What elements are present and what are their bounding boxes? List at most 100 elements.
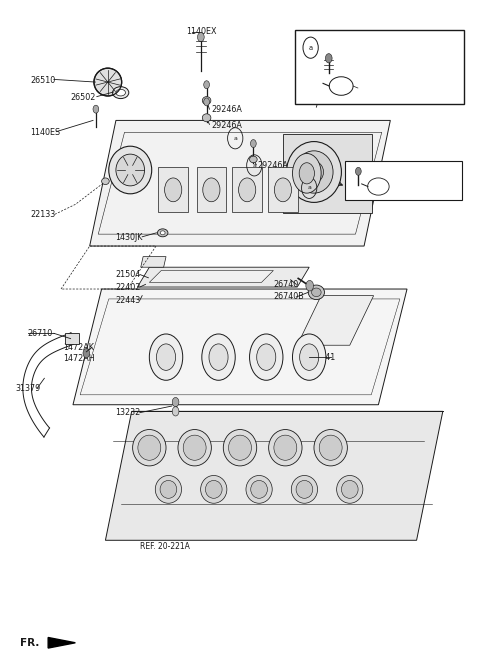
Ellipse shape [109, 146, 152, 194]
Ellipse shape [296, 481, 313, 498]
Ellipse shape [205, 481, 222, 498]
Text: FR.: FR. [20, 638, 39, 648]
Ellipse shape [274, 435, 297, 460]
Circle shape [250, 334, 283, 380]
Ellipse shape [291, 475, 318, 503]
Text: a: a [309, 44, 312, 50]
Circle shape [325, 54, 332, 63]
Ellipse shape [228, 435, 252, 460]
Circle shape [239, 178, 256, 202]
Circle shape [204, 81, 209, 89]
Text: 26510: 26510 [30, 76, 55, 85]
Ellipse shape [202, 114, 211, 122]
Text: a: a [233, 135, 237, 141]
Text: 26740B: 26740B [274, 292, 304, 301]
Ellipse shape [160, 481, 177, 498]
Circle shape [209, 344, 228, 371]
Text: 31379: 31379 [16, 384, 41, 392]
Polygon shape [268, 167, 298, 212]
Text: 1140ES: 1140ES [30, 127, 60, 137]
Text: 22402: 22402 [115, 283, 140, 291]
Circle shape [165, 178, 182, 202]
Circle shape [172, 407, 179, 416]
Polygon shape [149, 270, 274, 282]
Circle shape [275, 178, 291, 202]
Ellipse shape [183, 435, 206, 460]
Ellipse shape [116, 154, 144, 186]
Circle shape [172, 398, 179, 407]
Circle shape [202, 334, 235, 380]
Text: 21504: 21504 [115, 270, 140, 279]
Ellipse shape [178, 430, 211, 466]
Circle shape [292, 334, 326, 380]
Bar [345, 161, 462, 200]
Polygon shape [283, 133, 372, 213]
Ellipse shape [250, 156, 257, 163]
Ellipse shape [246, 475, 272, 503]
Text: 29246A: 29246A [211, 106, 242, 114]
Circle shape [83, 349, 90, 358]
Circle shape [300, 344, 319, 371]
Ellipse shape [251, 481, 267, 498]
Polygon shape [197, 167, 226, 212]
Ellipse shape [308, 285, 324, 299]
Text: 22410A: 22410A [336, 37, 366, 46]
Text: 29246A: 29246A [257, 161, 288, 170]
Ellipse shape [116, 90, 125, 96]
Ellipse shape [295, 151, 333, 193]
Text: 1472AH: 1472AH [63, 354, 95, 363]
Text: 13232: 13232 [115, 408, 140, 417]
Ellipse shape [314, 430, 348, 466]
Text: 39318: 39318 [355, 86, 380, 95]
Text: 1430JK: 1430JK [115, 233, 143, 242]
Ellipse shape [160, 231, 165, 235]
Ellipse shape [201, 475, 227, 503]
Ellipse shape [269, 430, 302, 466]
Circle shape [306, 280, 313, 291]
Text: 22441: 22441 [311, 353, 336, 362]
Text: a: a [307, 185, 311, 191]
Circle shape [149, 334, 183, 380]
Ellipse shape [304, 161, 324, 183]
Polygon shape [232, 167, 262, 212]
Polygon shape [106, 411, 443, 540]
Ellipse shape [336, 475, 363, 503]
Circle shape [93, 105, 99, 113]
Polygon shape [90, 120, 390, 246]
Ellipse shape [312, 288, 321, 297]
Polygon shape [158, 167, 188, 212]
Text: 22133: 22133 [30, 210, 55, 219]
Circle shape [251, 139, 256, 147]
Text: 1140EX: 1140EX [187, 27, 217, 36]
Ellipse shape [102, 178, 109, 185]
Text: 1472AK: 1472AK [63, 343, 94, 352]
Ellipse shape [138, 435, 161, 460]
Text: 29246A: 29246A [211, 121, 242, 129]
Bar [65, 333, 79, 344]
Circle shape [257, 344, 276, 371]
Ellipse shape [223, 430, 257, 466]
Text: 26740: 26740 [274, 280, 299, 289]
Bar [295, 30, 464, 104]
Ellipse shape [341, 481, 358, 498]
Text: a: a [252, 163, 256, 168]
Circle shape [292, 153, 321, 193]
Ellipse shape [287, 141, 341, 203]
Circle shape [203, 178, 220, 202]
Polygon shape [48, 637, 75, 648]
Ellipse shape [157, 229, 168, 237]
Circle shape [204, 98, 209, 106]
Text: REF. 39-273: REF. 39-273 [369, 177, 414, 186]
Ellipse shape [113, 87, 129, 98]
Polygon shape [141, 256, 166, 267]
Text: 26710: 26710 [28, 329, 53, 338]
Circle shape [299, 163, 314, 184]
Ellipse shape [132, 430, 166, 466]
Ellipse shape [319, 435, 342, 460]
Polygon shape [137, 267, 309, 287]
Circle shape [356, 167, 361, 175]
Ellipse shape [156, 475, 181, 503]
Ellipse shape [202, 96, 211, 104]
Circle shape [156, 344, 176, 371]
Text: 1140DJ: 1140DJ [355, 68, 383, 76]
